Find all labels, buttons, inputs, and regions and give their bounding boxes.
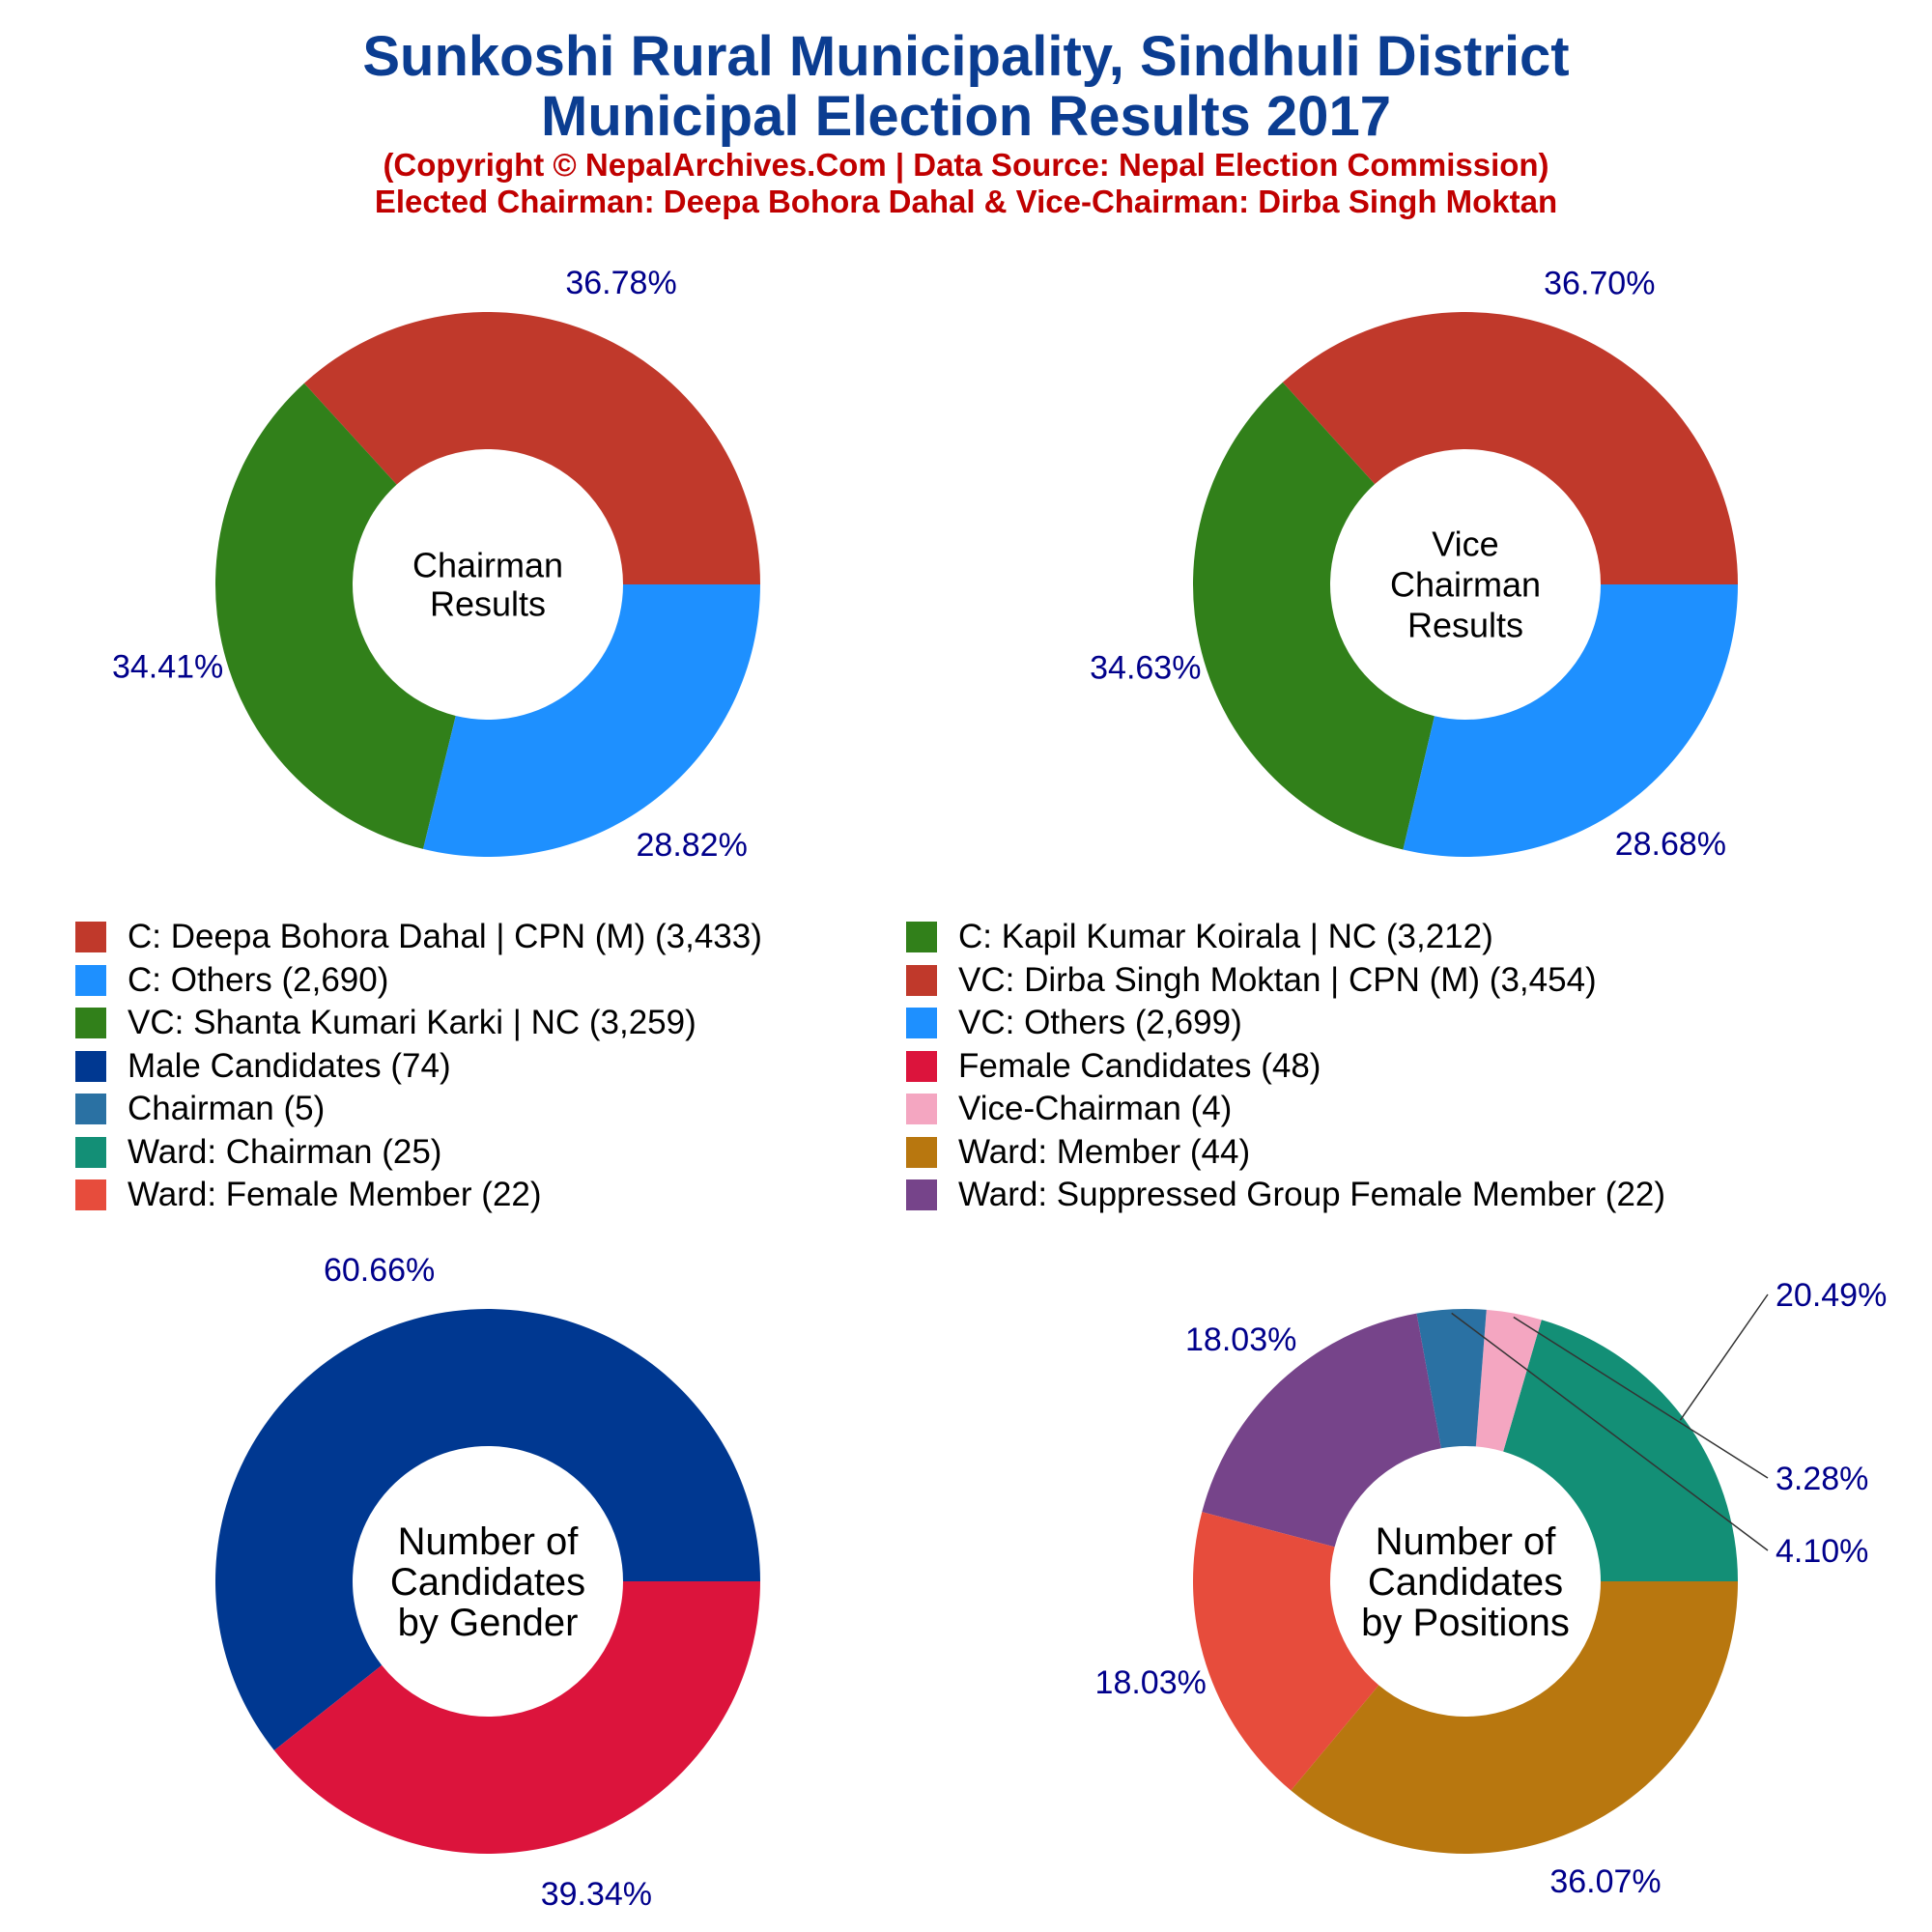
legend-item: C: Others (2,690) bbox=[75, 959, 906, 1003]
donut-slice bbox=[215, 383, 456, 849]
slice-percent-label: 60.66% bbox=[324, 1252, 435, 1289]
slice-percent-label: 36.78% bbox=[565, 265, 676, 301]
donut-slice bbox=[214, 1309, 760, 1751]
legend-item: C: Kapil Kumar Koirala | NC (3,212) bbox=[906, 916, 1872, 959]
donut-center-label: Candidates bbox=[1368, 1561, 1563, 1604]
chart-legend: C: Deepa Bohora Dahal | CPN (M) (3,433) C… bbox=[75, 916, 1891, 1217]
donut-slice bbox=[1403, 584, 1738, 857]
donut-slice bbox=[1503, 1320, 1738, 1581]
donut-slice bbox=[423, 584, 760, 857]
donut-slice bbox=[1193, 1512, 1379, 1791]
legend-swatch bbox=[75, 922, 106, 953]
chart-subtitle-line-2: Elected Chairman: Deepa Bohora Dahal & V… bbox=[374, 184, 1558, 219]
legend-item: Ward: Female Member (22) bbox=[75, 1174, 906, 1217]
legend-label: Chairman (5) bbox=[128, 1090, 326, 1128]
legend-swatch bbox=[75, 1008, 106, 1039]
legend-label: Male Candidates (74) bbox=[128, 1046, 451, 1085]
slice-percent-label: 20.49% bbox=[1776, 1277, 1887, 1314]
donut-center-label: Number of bbox=[1376, 1520, 1557, 1563]
legend-label: C: Others (2,690) bbox=[128, 960, 389, 999]
legend-label: Ward: Chairman (25) bbox=[128, 1132, 442, 1171]
chart-title-line-2: Municipal Election Results 2017 bbox=[541, 85, 1391, 148]
chart-title-block: Sunkoshi Rural Municipality, Sindhuli Di… bbox=[0, 27, 1932, 220]
legend-label: Ward: Suppressed Group Female Member (22… bbox=[958, 1176, 1666, 1214]
legend-swatch bbox=[906, 1136, 937, 1168]
legend-swatch bbox=[906, 1008, 937, 1039]
donut-center-label: Chairman bbox=[412, 546, 563, 585]
legend-swatch bbox=[75, 1050, 106, 1082]
slice-percent-label: 4.10% bbox=[1776, 1533, 1868, 1570]
legend-item: C: Deepa Bohora Dahal | CPN (M) (3,433) bbox=[75, 916, 906, 959]
legend-label: VC: Dirba Singh Moktan | CPN (M) (3,454) bbox=[958, 960, 1597, 999]
legend-item: Female Candidates (48) bbox=[906, 1045, 1872, 1089]
leader-line bbox=[1679, 1293, 1769, 1421]
legend-item: Vice-Chairman (4) bbox=[906, 1088, 1872, 1131]
chart-title-line-1: Sunkoshi Rural Municipality, Sindhuli Di… bbox=[362, 25, 1570, 88]
donut-chart-4: 20.49% 3.28% 4.10% 18.03% 18.03% 36.07% Number… bbox=[1095, 1277, 1888, 1900]
legend-label: C: Deepa Bohora Dahal | CPN (M) (3,433) bbox=[128, 918, 762, 956]
legend-item: VC: Dirba Singh Moktan | CPN (M) (3,454) bbox=[906, 959, 1872, 1003]
slice-percent-label: 3.28% bbox=[1776, 1461, 1868, 1497]
donut-center-label: Results bbox=[430, 584, 546, 624]
legend-item: Ward: Suppressed Group Female Member (22… bbox=[906, 1174, 1872, 1217]
legend-swatch bbox=[906, 922, 937, 953]
donut-center-label: Vice bbox=[1432, 525, 1498, 564]
legend-label: VC: Shanta Kumari Karki | NC (3,259) bbox=[128, 1004, 696, 1042]
legend-swatch bbox=[906, 964, 937, 996]
donut-center-label: by Gender bbox=[398, 1602, 579, 1644]
legend-label: Ward: Member (44) bbox=[958, 1132, 1251, 1171]
legend-item: Ward: Member (44) bbox=[906, 1131, 1872, 1175]
legend-item: Chairman (5) bbox=[75, 1088, 906, 1131]
slice-percent-label: 18.03% bbox=[1185, 1321, 1296, 1358]
donut-slice bbox=[1282, 312, 1738, 584]
donut-slice bbox=[1192, 382, 1435, 850]
slice-percent-label: 36.07% bbox=[1549, 1863, 1661, 1900]
donut-center-label: by Positions bbox=[1361, 1602, 1570, 1644]
legend-item: Male Candidates (74) bbox=[75, 1045, 906, 1089]
donut-slice bbox=[303, 312, 761, 584]
slice-percent-label: 39.34% bbox=[541, 1876, 652, 1913]
donut-center-label: Chairman bbox=[1390, 565, 1541, 605]
slice-percent-label: 18.03% bbox=[1095, 1664, 1207, 1701]
donut-slice bbox=[1416, 1309, 1487, 1449]
legend-swatch bbox=[906, 1094, 937, 1125]
legend-item: Ward: Chairman (25) bbox=[75, 1131, 906, 1175]
legend-item: VC: Shanta Kumari Karki | NC (3,259) bbox=[75, 1002, 906, 1045]
legend-label: Ward: Female Member (22) bbox=[128, 1176, 542, 1214]
legend-swatch bbox=[75, 1094, 106, 1125]
legend-label: Female Candidates (48) bbox=[958, 1046, 1321, 1085]
donut-center-label: Candidates bbox=[390, 1561, 585, 1604]
slice-percent-label: 34.63% bbox=[1090, 649, 1201, 686]
legend-item: VC: Others (2,699) bbox=[906, 1002, 1872, 1045]
legend-label: Vice-Chairman (4) bbox=[958, 1090, 1233, 1128]
donut-center-label: Results bbox=[1407, 606, 1523, 645]
chart-subtitle-line-1: (Copyright © NepalArchives.Com | Data So… bbox=[383, 147, 1549, 183]
slice-percent-label: 34.41% bbox=[112, 649, 223, 686]
legend-label: VC: Others (2,699) bbox=[958, 1004, 1242, 1042]
legend-label: C: Kapil Kumar Koirala | NC (3,212) bbox=[958, 918, 1493, 956]
legend-swatch bbox=[906, 1179, 937, 1211]
donut-slice bbox=[1475, 1309, 1542, 1452]
slice-percent-label: 36.70% bbox=[1544, 265, 1655, 301]
slice-percent-label: 28.82% bbox=[637, 827, 748, 864]
legend-swatch bbox=[906, 1050, 937, 1082]
legend-swatch bbox=[75, 964, 106, 996]
slice-percent-label: 28.68% bbox=[1615, 826, 1726, 863]
donut-slice bbox=[1202, 1313, 1441, 1548]
legend-swatch bbox=[75, 1136, 106, 1168]
donut-slice bbox=[273, 1581, 760, 1854]
leader-line bbox=[1513, 1316, 1769, 1479]
leader-line bbox=[1451, 1312, 1769, 1551]
legend-swatch bbox=[75, 1179, 106, 1211]
donut-center-label: Number of bbox=[398, 1520, 580, 1563]
donut-slice bbox=[1291, 1581, 1738, 1854]
